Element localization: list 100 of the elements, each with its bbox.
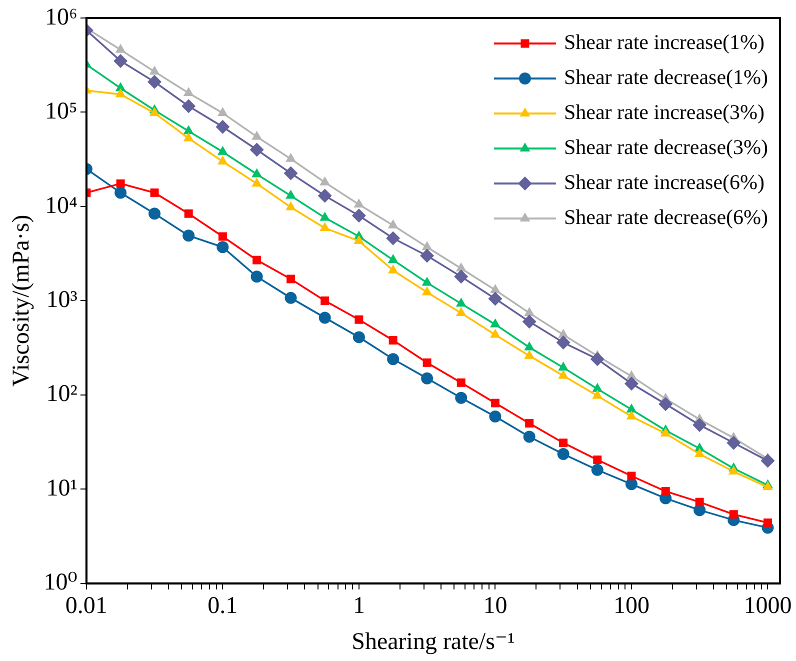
point <box>627 472 636 480</box>
point <box>726 436 741 450</box>
point <box>184 209 193 218</box>
point <box>764 518 772 528</box>
point <box>216 241 229 254</box>
point <box>624 376 638 391</box>
point <box>217 107 228 116</box>
point <box>250 270 263 283</box>
point <box>522 314 536 329</box>
y-tick-label: 10³ <box>46 286 78 313</box>
point <box>525 419 534 428</box>
y-tick-label: 10⁵ <box>45 98 78 125</box>
point <box>252 130 262 140</box>
point <box>489 410 502 423</box>
y-tick-label: 10⁴ <box>45 192 78 219</box>
point <box>454 270 468 284</box>
point <box>456 298 466 307</box>
point <box>456 262 466 272</box>
point <box>422 276 432 286</box>
point <box>250 142 264 157</box>
point <box>183 132 194 142</box>
point <box>388 336 398 345</box>
point <box>593 456 602 464</box>
point <box>456 307 466 316</box>
point <box>284 166 298 180</box>
point <box>182 99 196 114</box>
point <box>320 212 330 221</box>
point <box>488 292 502 306</box>
x-tick-label: 1000 <box>744 593 792 620</box>
point <box>182 230 195 242</box>
point <box>386 231 400 246</box>
point <box>216 120 230 134</box>
point <box>524 350 535 359</box>
point <box>320 222 330 232</box>
point <box>115 44 126 53</box>
x-tick-label: 10 <box>483 593 508 620</box>
point <box>592 390 603 399</box>
point <box>694 448 705 458</box>
legend-label: Shear rate decrease(1%) <box>564 65 768 90</box>
x-tick-label: 0.1 <box>208 593 238 620</box>
x-tick-label: 0.01 <box>65 593 108 620</box>
point <box>760 454 775 468</box>
point <box>217 146 228 155</box>
point <box>729 510 738 519</box>
x-tick-label: 1 <box>352 593 365 620</box>
point <box>286 274 296 284</box>
y-tick-label: 10⁶ <box>45 4 78 30</box>
point <box>692 418 707 432</box>
point <box>252 178 262 187</box>
y-tick-label: 10¹ <box>46 475 78 502</box>
point <box>286 190 296 199</box>
legend-label: Shear rate increase(3%) <box>564 100 765 124</box>
point <box>490 328 500 338</box>
point <box>116 179 125 188</box>
legend-label: Shear rate increase(1%) <box>564 30 765 54</box>
point <box>626 410 637 420</box>
point <box>352 331 365 344</box>
point <box>148 74 162 89</box>
point <box>728 465 739 474</box>
point <box>320 296 330 305</box>
point <box>455 392 468 404</box>
point <box>354 315 364 324</box>
x-axis-title: Shearing rate/s⁻¹ <box>352 628 515 655</box>
point <box>352 208 366 223</box>
point <box>387 353 400 366</box>
point <box>320 176 330 186</box>
point <box>114 186 127 199</box>
point <box>490 318 500 328</box>
point <box>217 156 228 165</box>
point <box>590 352 604 366</box>
point <box>422 286 432 296</box>
point <box>592 382 603 392</box>
point <box>183 87 194 96</box>
point <box>115 88 126 98</box>
point <box>114 54 128 68</box>
point <box>148 208 161 220</box>
point <box>318 188 332 203</box>
point <box>388 219 398 228</box>
point <box>149 66 160 75</box>
point <box>183 125 194 134</box>
point <box>422 241 432 250</box>
point <box>523 430 536 443</box>
point <box>388 254 398 264</box>
point <box>388 264 398 274</box>
point <box>218 232 227 241</box>
point <box>149 107 160 116</box>
y-tick-label: 10² <box>46 381 78 408</box>
point <box>558 370 569 379</box>
point <box>354 198 364 208</box>
point <box>591 464 604 476</box>
y-tick-label: 10⁰ <box>44 570 78 596</box>
point <box>490 398 500 408</box>
x-tick-label: 100 <box>613 593 650 620</box>
point <box>559 438 568 448</box>
point <box>557 448 570 460</box>
point <box>658 397 673 412</box>
point <box>524 307 535 316</box>
legend-label: Shear rate decrease(6%) <box>564 205 768 230</box>
point <box>150 188 159 197</box>
point <box>318 312 331 324</box>
